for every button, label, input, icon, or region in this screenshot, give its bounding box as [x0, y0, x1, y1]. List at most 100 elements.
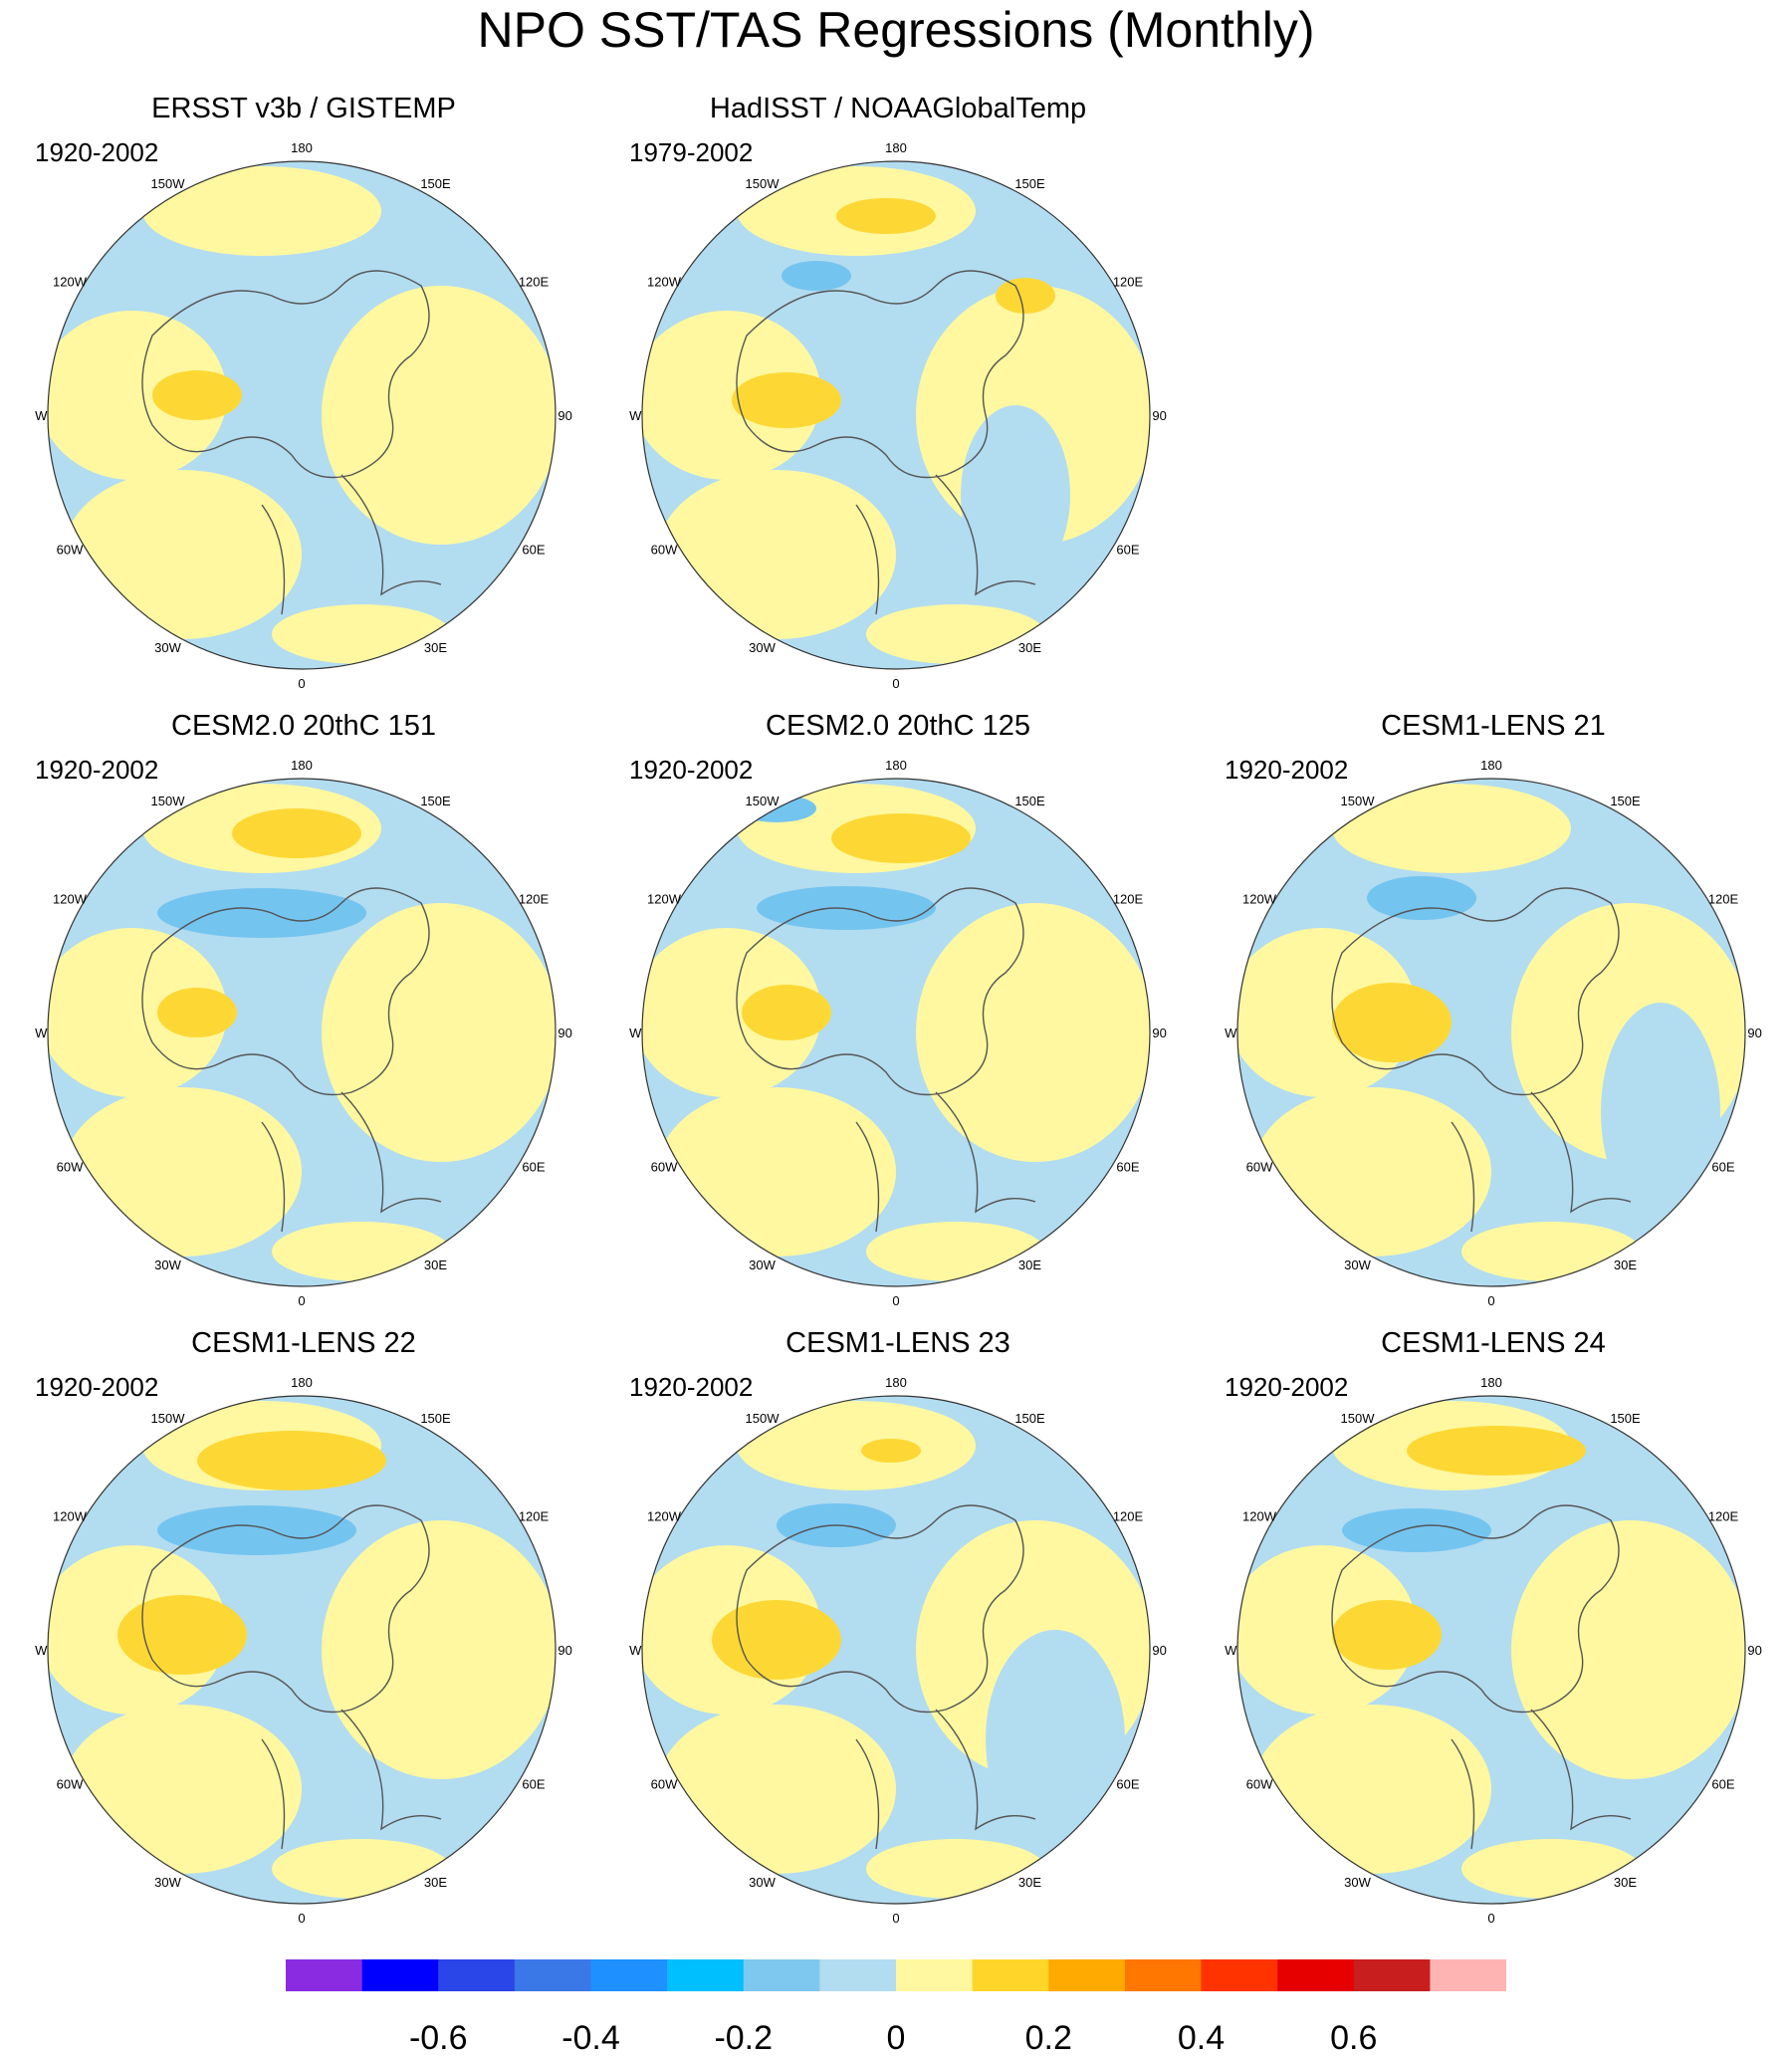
longitude-label: 120W: [53, 1509, 88, 1524]
longitude-label: 180: [1480, 758, 1502, 773]
longitude-label: 60E: [522, 1777, 545, 1792]
longitude-label: 30E: [1018, 1875, 1041, 1890]
anomaly-region: [63, 1705, 302, 1874]
anomaly-region: [117, 1595, 247, 1675]
longitude-label: 150E: [1014, 1411, 1045, 1426]
anomaly-region: [1367, 876, 1476, 920]
longitude-label: 30E: [1614, 1875, 1637, 1890]
colorbar-swatch: [591, 1959, 668, 1991]
map-panel: ERSST v3b / GISTEMP 1920-2002 180 150E 120E 9…: [35, 95, 572, 672]
map-panel: CESM2.0 20thC 151 1920-2002 180 150E 120E 90E…: [35, 712, 572, 1289]
colorbar-swatch: [286, 1959, 362, 1991]
longitude-label: 30E: [1018, 1258, 1041, 1272]
anomaly-region: [866, 1222, 1045, 1281]
longitude-label: 150E: [420, 1411, 451, 1426]
anomaly-region: [996, 278, 1055, 314]
colorbar-swatch: [438, 1959, 515, 1991]
anomaly-region: [197, 1431, 386, 1490]
longitude-label: 0: [298, 1911, 305, 1926]
longitude-label: 90E: [558, 1643, 572, 1658]
longitude-label: 60E: [1116, 543, 1139, 558]
longitude-label: 90E: [1747, 1643, 1762, 1658]
colorbar: [286, 1959, 1506, 1995]
longitude-label: 30E: [1614, 1258, 1637, 1272]
anomaly-region: [782, 261, 851, 291]
polar-map: 180 150E 120E 90E 60E 30E 0 30W 60W 90W 120W 150W: [629, 712, 1167, 1309]
longitude-label: 60E: [1711, 1777, 1734, 1792]
longitude-label: 180: [291, 1375, 313, 1390]
longitude-label: 120W: [1242, 1509, 1277, 1524]
longitude-label: 60E: [522, 1160, 545, 1175]
anomaly-region: [157, 888, 366, 938]
longitude-label: 180: [885, 758, 907, 773]
map-panel: HadISST / NOAAGlobalTemp 1979-2002 180 150E…: [629, 95, 1167, 672]
longitude-label: 150W: [746, 794, 781, 808]
longitude-label: 120E: [1113, 1509, 1144, 1524]
longitude-label: 90W: [35, 408, 48, 423]
longitude-label: 0: [298, 676, 305, 691]
longitude-label: 90E: [1152, 1643, 1167, 1658]
longitude-label: 60E: [1711, 1160, 1734, 1175]
longitude-label: 60E: [1116, 1777, 1139, 1792]
longitude-label: 90E: [1152, 408, 1167, 423]
anomaly-region: [861, 1439, 921, 1463]
longitude-label: 60W: [651, 543, 678, 558]
longitude-label: 30W: [1344, 1875, 1371, 1890]
longitude-label: 150E: [1014, 176, 1045, 191]
longitude-label: 150E: [420, 794, 451, 808]
anomaly-region: [1342, 1508, 1491, 1552]
map-panel: CESM1-LENS 23 1920-2002 180 150E 120E 90E 60E 3…: [629, 1329, 1167, 1907]
anomaly-region: [232, 808, 361, 858]
anomaly-region: [322, 1520, 560, 1779]
longitude-label: 120E: [1113, 275, 1144, 290]
longitude-label: 180: [885, 140, 907, 155]
longitude-label: 30W: [749, 1258, 776, 1272]
anomaly-region: [657, 470, 896, 639]
anomaly-region: [831, 813, 971, 863]
anomaly-region: [1601, 1003, 1720, 1222]
longitude-label: 120W: [647, 1509, 682, 1524]
longitude-label: 30E: [1018, 640, 1041, 655]
longitude-label: 120E: [519, 275, 550, 290]
anomaly-region: [742, 985, 831, 1040]
longitude-label: 60W: [1246, 1777, 1273, 1792]
longitude-label: 120W: [53, 275, 88, 290]
longitude-label: 180: [1480, 1375, 1502, 1390]
longitude-label: 120W: [53, 892, 88, 907]
anomaly-region: [322, 286, 560, 545]
anomaly-region: [1461, 1222, 1641, 1281]
anomaly-region: [916, 903, 1155, 1162]
anomaly-region: [157, 1505, 356, 1555]
longitude-label: 150W: [151, 1411, 186, 1426]
longitude-label: 150W: [1341, 1411, 1376, 1426]
longitude-label: 90W: [1225, 1643, 1237, 1658]
anomaly-region: [866, 1839, 1045, 1899]
longitude-label: 60E: [522, 543, 545, 558]
longitude-label: 90E: [1747, 1026, 1762, 1040]
colorbar-swatch: [1048, 1959, 1125, 1991]
anomaly-region: [732, 372, 841, 428]
anomaly-region: [836, 198, 936, 234]
anomaly-region: [712, 1600, 841, 1680]
longitude-label: 90W: [1225, 1026, 1237, 1040]
longitude-label: 30W: [749, 640, 776, 655]
colorbar-swatch: [819, 1959, 896, 1991]
longitude-label: 150E: [1610, 794, 1641, 808]
anomaly-region: [63, 470, 302, 639]
anomaly-region: [157, 988, 237, 1037]
anomaly-region: [657, 1087, 896, 1257]
colorbar-swatch: [744, 1959, 820, 1991]
longitude-label: 0: [298, 1293, 305, 1308]
anomaly-region: [272, 1839, 451, 1899]
colorbar-swatch: [515, 1959, 591, 1991]
figure-title: NPO SST/TAS Regressions (Monthly): [0, 0, 1792, 60]
longitude-label: 180: [885, 1375, 907, 1390]
colorbar-swatch: [1277, 1959, 1354, 1991]
longitude-label: 0: [892, 1911, 899, 1926]
longitude-label: 60W: [57, 543, 84, 558]
anomaly-region: [657, 1705, 896, 1874]
longitude-label: 90W: [35, 1026, 48, 1040]
anomaly-region: [1511, 1520, 1750, 1779]
longitude-label: 90W: [35, 1643, 48, 1658]
longitude-label: 150W: [1341, 794, 1376, 808]
